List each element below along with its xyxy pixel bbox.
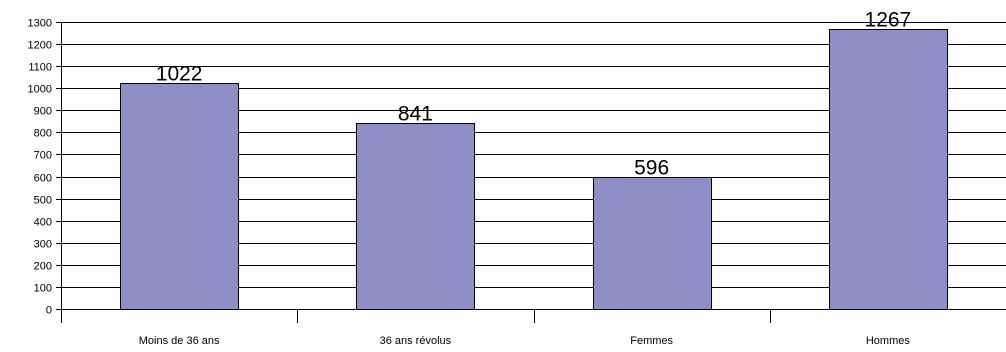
y-tick-label: 900 [34,106,52,118]
data-label: 1022 [156,62,203,85]
bars [120,29,948,310]
x-tick-label: Hommes [866,335,911,347]
data-label: 1267 [865,8,912,31]
y-tick-label: 700 [34,150,52,162]
x-tick-label: Femmes [630,335,673,347]
y-tick-label: 300 [34,239,52,251]
y-tick-label: 800 [34,128,52,140]
x-tick-label: 36 ans révolus [380,335,452,347]
labels: 0 100 200 300 400 500 600 700 800 900 1000 1100 1200… [28,8,912,347]
bar [829,29,948,310]
y-tick-label: 1300 [28,18,52,30]
data-label: 841 [398,102,433,125]
y-tick-label: 600 [34,173,52,185]
y-tick-label: 1100 [28,62,52,74]
bar [120,83,239,310]
y-tick-label: 1000 [28,84,52,96]
data-label: 596 [634,156,669,179]
bar [356,123,475,310]
y-tick-label: 0 [46,305,52,317]
bar [593,177,712,310]
y-tick-label: 500 [34,195,52,207]
y-tick-label: 200 [34,261,52,273]
y-tick-label: 100 [34,283,52,295]
y-tick-label: 1200 [28,40,52,52]
y-tick-label: 400 [34,217,52,229]
x-tick-label: Moins de 36 ans [139,335,220,347]
